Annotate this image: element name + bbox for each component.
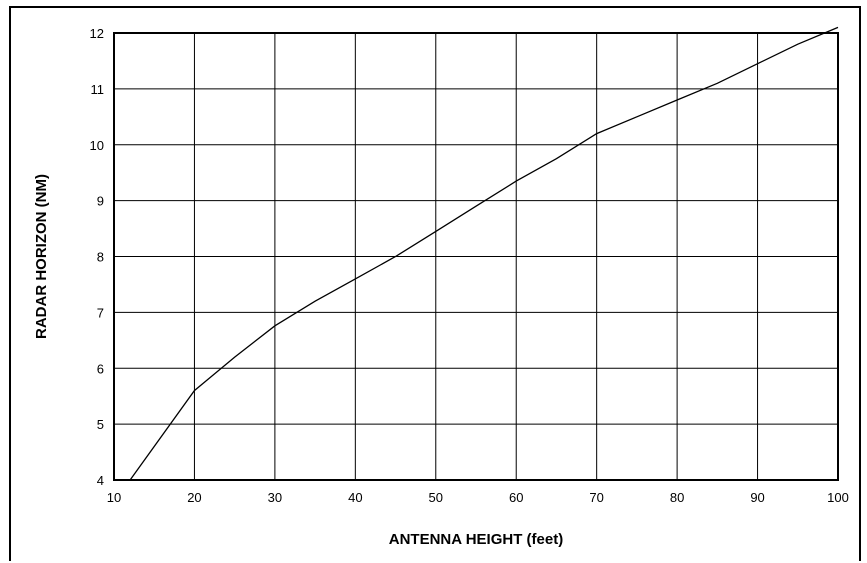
x-tick-label-100: 100 <box>827 490 849 505</box>
y-tick-label-7: 7 <box>97 305 104 320</box>
x-tick-labels: 10 20 30 40 50 60 70 80 90 100 <box>107 490 849 505</box>
y-tick-label-12: 12 <box>90 26 104 41</box>
x-tick-label-90: 90 <box>750 490 764 505</box>
y-tick-label-8: 8 <box>97 250 104 265</box>
x-tick-label-30: 30 <box>268 490 282 505</box>
chart-frame <box>9 6 861 561</box>
x-tick-label-60: 60 <box>509 490 523 505</box>
x-tick-label-50: 50 <box>429 490 443 505</box>
y-tick-label-5: 5 <box>97 417 104 432</box>
y-tick-labels: 4 5 6 7 8 9 10 11 12 <box>90 26 104 488</box>
y-axis-title: RADAR HORIZON (NM) <box>33 174 50 339</box>
y-tick-label-6: 6 <box>97 361 104 376</box>
y-tick-label-4: 4 <box>97 473 104 488</box>
series-line <box>129 26 839 481</box>
y-tick-label-9: 9 <box>97 194 104 209</box>
x-tick-label-20: 20 <box>187 490 201 505</box>
y-tick-label-10: 10 <box>90 138 104 153</box>
x-tick-label-10: 10 <box>107 490 121 505</box>
x-tick-label-70: 70 <box>589 490 603 505</box>
x-tick-label-40: 40 <box>348 490 362 505</box>
grid <box>114 33 838 480</box>
x-tick-label-80: 80 <box>670 490 684 505</box>
x-axis-title: ANTENNA HEIGHT (feet) <box>389 531 563 548</box>
y-tick-label-11: 11 <box>91 82 105 97</box>
plot-area-border <box>113 32 839 481</box>
